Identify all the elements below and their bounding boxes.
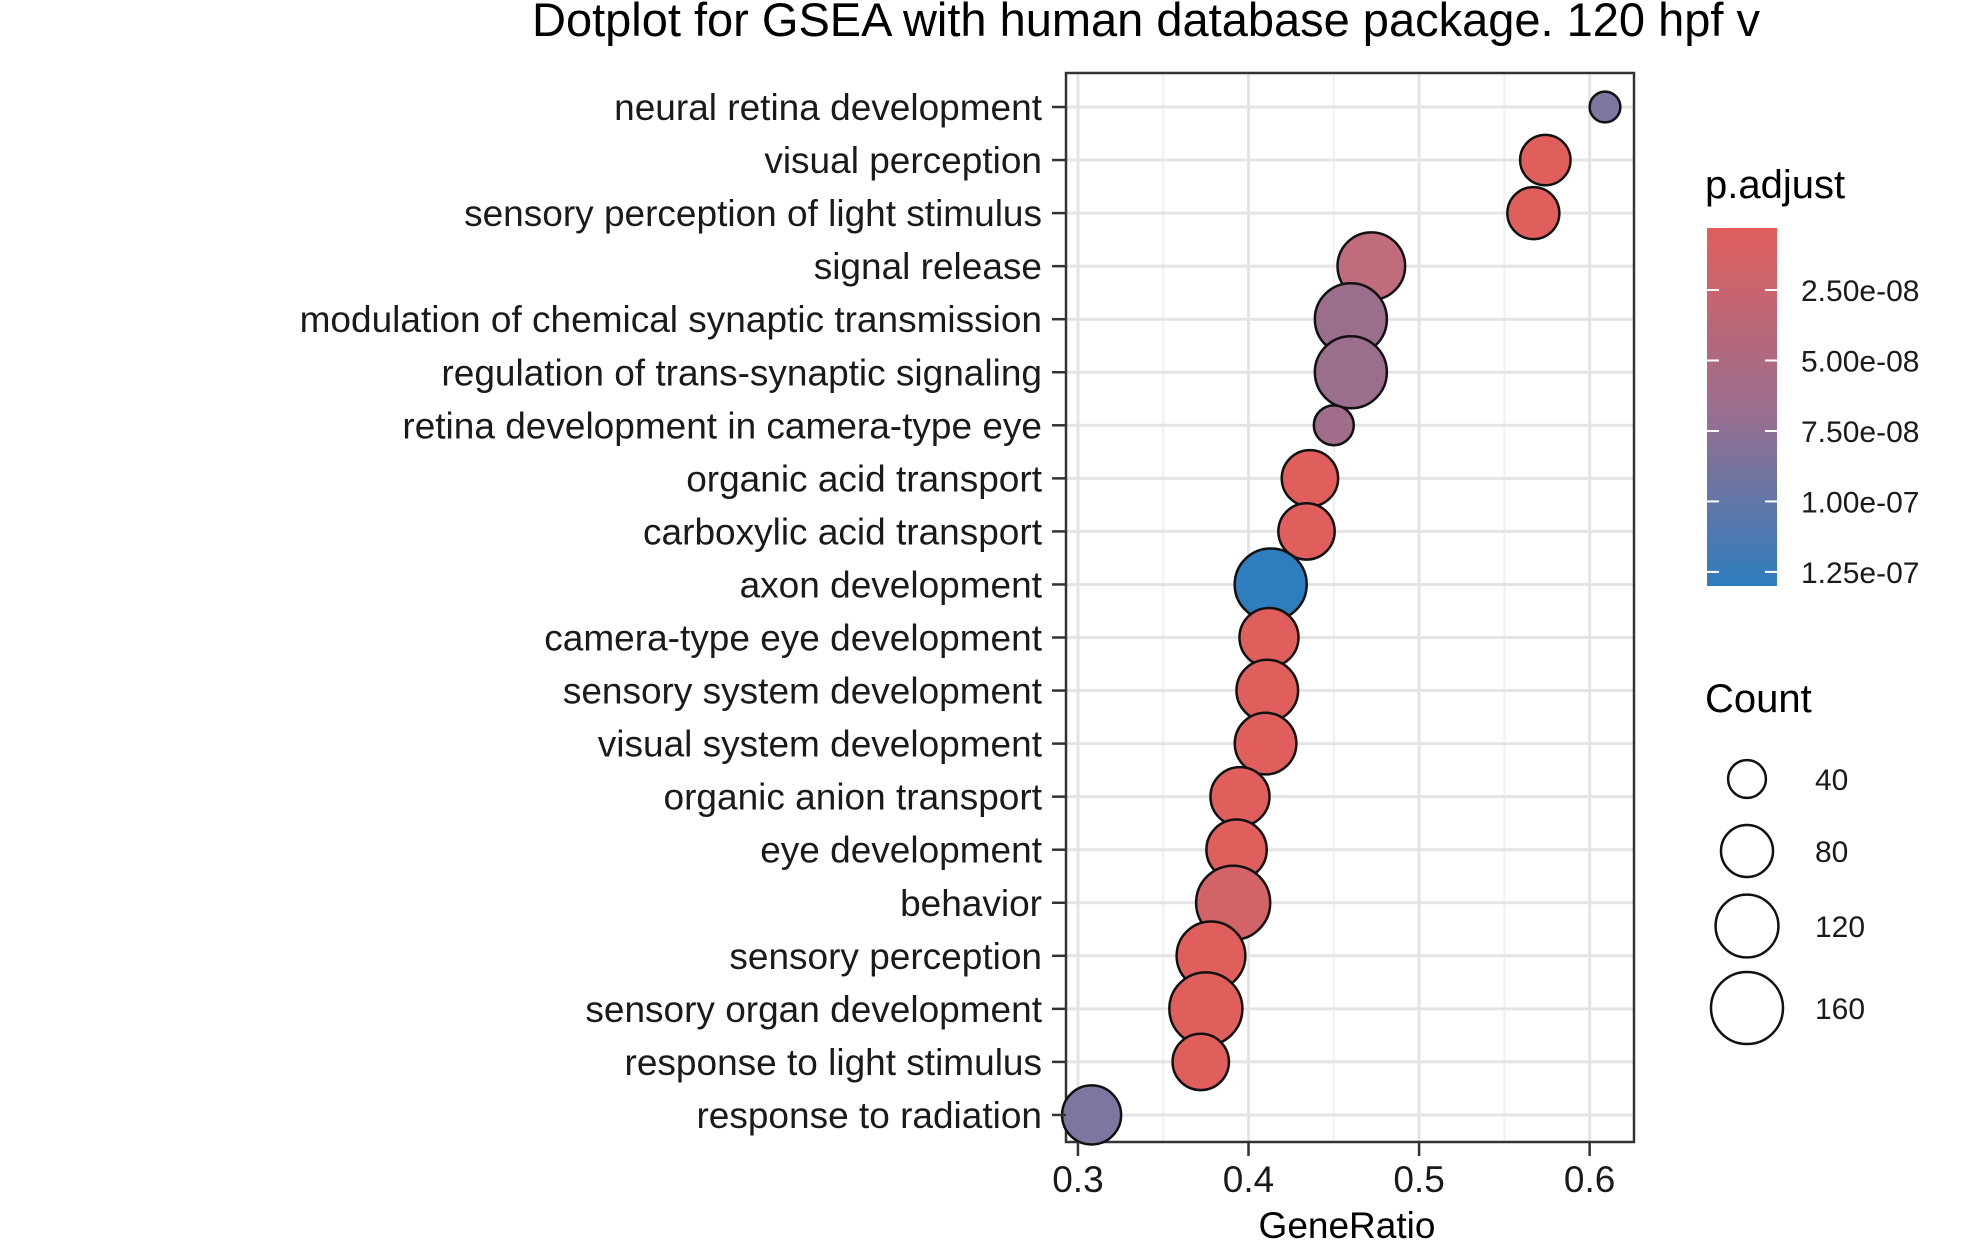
panel-border — [1064, 71, 1636, 1144]
count-legend-key — [1726, 758, 1768, 800]
y-tick-label: organic anion transport — [664, 777, 1043, 818]
point-visual-perception — [1518, 133, 1572, 187]
count-legend-key — [1714, 893, 1780, 959]
point-carboxylic-acid-transport — [1277, 501, 1336, 561]
y-tick-label: response to light stimulus — [625, 1042, 1042, 1083]
p-adjust-legend-label: 7.50e-08 — [1801, 416, 1919, 449]
y-tick-label: behavior — [900, 883, 1042, 924]
p-adjust-legend-label: 5.00e-08 — [1801, 345, 1919, 378]
point-visual-system-development — [1233, 711, 1298, 776]
count-legend-label: 160 — [1815, 993, 1865, 1026]
x-tick-label: 0.3 — [1052, 1159, 1103, 1200]
x-axis-title: GeneRatio — [1259, 1205, 1436, 1246]
point-regulation-of-trans-synaptic-signaling — [1313, 334, 1389, 410]
count-legend-title: Count — [1705, 677, 1812, 721]
y-tick-label: axon development — [740, 564, 1043, 605]
x-tick-label: 0.4 — [1223, 1159, 1274, 1200]
x-tick-label: 0.6 — [1564, 1159, 1615, 1200]
count-legend-label: 120 — [1815, 911, 1865, 944]
y-tick-label: sensory system development — [563, 671, 1043, 712]
y-tick-label: retina development in camera-type eye — [402, 405, 1042, 446]
count-legend: Count 40 80 120 160 — [1705, 677, 1865, 1046]
y-tick-label: sensory organ development — [585, 989, 1042, 1030]
count-legend-label: 40 — [1815, 764, 1848, 797]
y-tick-label: visual perception — [764, 140, 1042, 181]
point-response-to-radiation — [1060, 1084, 1123, 1146]
y-tick-label: organic acid transport — [686, 458, 1043, 499]
p-adjust-legend-label: 2.50e-08 — [1801, 275, 1919, 308]
count-legend-key — [1709, 970, 1785, 1046]
p-adjust-legend-title: p.adjust — [1705, 163, 1845, 207]
chart-title: Dotplot for GSEA with human database pac… — [532, 0, 1760, 46]
points-layer — [1060, 90, 1622, 1146]
count-legend-label: 80 — [1815, 836, 1848, 869]
y-tick-label: sensory perception of light stimulus — [464, 193, 1042, 234]
y-tick-label: neural retina development — [614, 87, 1043, 128]
point-retina-development-in-camera-type-eye — [1312, 404, 1356, 447]
x-axis: 0.3 0.4 0.5 0.6 — [1052, 1142, 1615, 1200]
point-neural-retina-development — [1588, 90, 1622, 124]
y-tick-label: modulation of chemical synaptic transmis… — [300, 299, 1042, 340]
y-axis-labels: neural retina development visual percepti… — [300, 87, 1066, 1136]
y-tick-label: response to radiation — [696, 1095, 1042, 1136]
y-tick-label: visual system development — [598, 724, 1043, 765]
p-adjust-colorbar — [1707, 228, 1777, 586]
point-camera-type-eye-development — [1238, 606, 1300, 669]
y-tick-label: regulation of trans-synaptic signaling — [441, 352, 1042, 393]
y-tick-label: camera-type eye development — [544, 618, 1042, 659]
plot-panel — [1064, 71, 1636, 1144]
p-adjust-legend-label: 1.00e-07 — [1801, 486, 1919, 519]
x-tick-label: 0.5 — [1393, 1159, 1444, 1200]
y-tick-label: eye development — [760, 830, 1043, 871]
y-tick-label: sensory perception — [729, 936, 1042, 977]
point-response-to-light-stimulus — [1171, 1032, 1231, 1092]
count-legend-key — [1719, 823, 1775, 879]
p-adjust-legend-label: 1.25e-07 — [1801, 557, 1919, 590]
y-tick-label: carboxylic acid transport — [643, 511, 1043, 552]
point-sensory-perception-of-light-stimulus — [1506, 185, 1561, 241]
point-organic-anion-transport — [1209, 765, 1271, 828]
point-organic-acid-transport — [1280, 448, 1340, 508]
y-tick-label: signal release — [814, 246, 1042, 287]
p-adjust-legend: p.adjust 2.50e-08 5.00e-08 7.50e-08 1.00e-0… — [1705, 163, 1919, 590]
